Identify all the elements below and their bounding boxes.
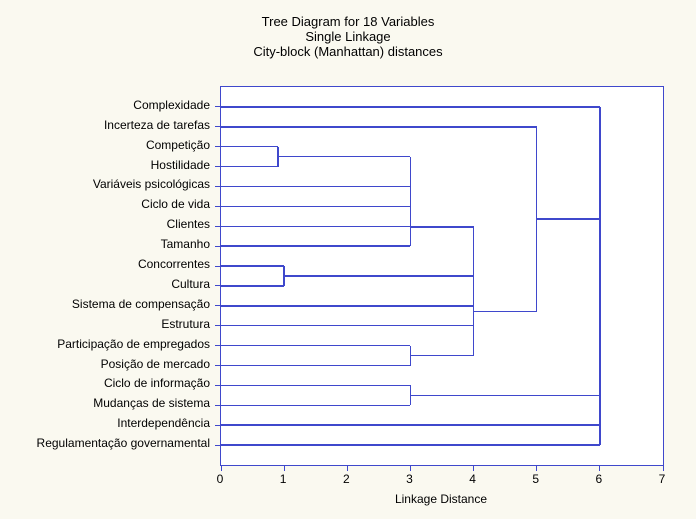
dendrogram-line bbox=[410, 226, 473, 228]
dendrogram-line bbox=[284, 275, 473, 277]
title-block: Tree Diagram for 18 VariablesSingle Link… bbox=[0, 0, 696, 59]
variable-label: Participação de empregados bbox=[57, 337, 210, 351]
dendrogram-line bbox=[221, 444, 600, 446]
variable-label: Ciclo de vida bbox=[141, 197, 210, 211]
variable-label: Tamanho bbox=[161, 237, 210, 251]
dendrogram-line bbox=[221, 245, 410, 247]
variable-label: Complexidade bbox=[133, 98, 210, 112]
variable-label: Interdependência bbox=[117, 416, 210, 430]
variable-label: Posição de mercado bbox=[101, 357, 210, 371]
dendrogram-line bbox=[221, 285, 284, 287]
x-tick-label: 2 bbox=[343, 472, 350, 486]
x-tick-label: 7 bbox=[659, 472, 666, 486]
dendrogram-line bbox=[221, 345, 410, 347]
dendrogram-line bbox=[221, 126, 537, 128]
variable-label: Regulamentação governamental bbox=[37, 436, 210, 450]
variable-label: Sistema de compensação bbox=[72, 297, 210, 311]
chart-container: Tree Diagram for 18 VariablesSingle Link… bbox=[0, 0, 696, 519]
x-tick-label: 6 bbox=[596, 472, 603, 486]
dendrogram-line bbox=[221, 405, 410, 407]
x-tick-label: 3 bbox=[406, 472, 413, 486]
dendrogram-line bbox=[221, 106, 600, 108]
dendrogram-line bbox=[410, 395, 599, 397]
plot-area bbox=[220, 86, 664, 466]
x-tick-label: 0 bbox=[217, 472, 224, 486]
dendrogram-line bbox=[474, 311, 537, 313]
dendrogram-line bbox=[221, 424, 600, 426]
variable-label: Variáveis psicológicas bbox=[93, 177, 210, 191]
dendrogram-line bbox=[221, 206, 410, 208]
variable-label: Clientes bbox=[167, 217, 210, 231]
variable-label: Competição bbox=[146, 138, 210, 152]
dendrogram-line bbox=[221, 325, 474, 327]
dendrogram-line bbox=[278, 156, 411, 158]
dendrogram-line bbox=[221, 186, 410, 188]
x-axis-title: Linkage Distance bbox=[220, 492, 662, 506]
variable-label: Cultura bbox=[171, 277, 210, 291]
variable-label: Concorrentes bbox=[138, 257, 210, 271]
dendrogram-line bbox=[221, 365, 410, 367]
x-tick-label: 4 bbox=[469, 472, 476, 486]
variable-label: Hostilidade bbox=[151, 158, 210, 172]
chart-title-line: City-block (Manhattan) distances bbox=[0, 44, 696, 59]
variable-label: Estrutura bbox=[161, 317, 210, 331]
dendrogram-line bbox=[221, 305, 474, 307]
dendrogram-line bbox=[221, 265, 284, 267]
variable-label: Ciclo de informação bbox=[104, 376, 210, 390]
dendrogram-line bbox=[537, 218, 600, 220]
dendrogram-line bbox=[221, 146, 278, 148]
variable-label: Incerteza de tarefas bbox=[104, 118, 210, 132]
chart-title-line: Tree Diagram for 18 Variables bbox=[0, 14, 696, 29]
dendrogram-line bbox=[599, 352, 601, 445]
dendrogram-line bbox=[410, 355, 473, 357]
x-tick-label: 1 bbox=[280, 472, 287, 486]
dendrogram-line bbox=[221, 226, 410, 228]
dendrogram-line bbox=[221, 166, 278, 168]
dendrogram-line bbox=[221, 385, 410, 387]
x-tick-label: 5 bbox=[532, 472, 539, 486]
chart-title-line: Single Linkage bbox=[0, 29, 696, 44]
variable-label: Mudanças de sistema bbox=[93, 396, 210, 410]
